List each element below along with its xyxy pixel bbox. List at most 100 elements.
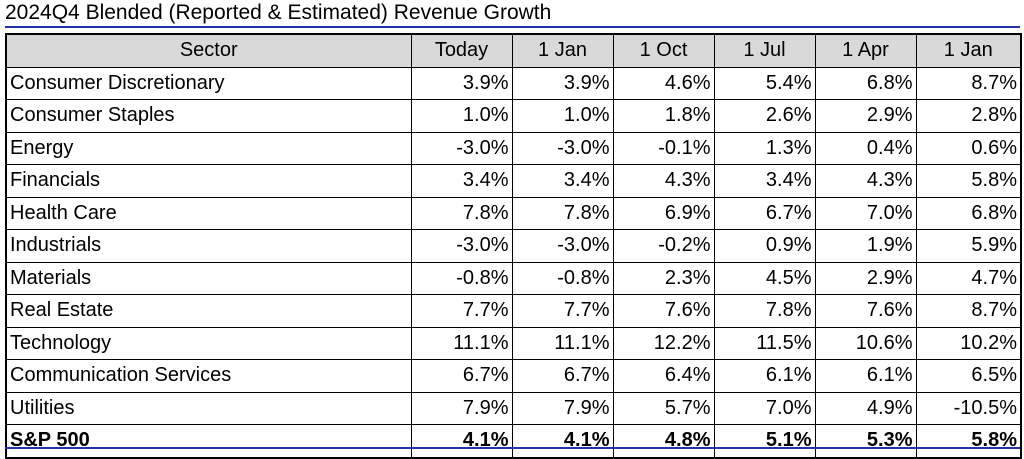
growth-value-cell: -3.0%: [410, 229, 513, 263]
growth-value-cell: 2.8%: [915, 99, 1022, 133]
growth-value-cell: 1.8%: [612, 99, 715, 133]
sector-label: Utilities: [5, 391, 412, 425]
growth-value-cell: 3.4%: [410, 164, 513, 198]
table-row: Consumer Discretionary 3.9% 3.9% 4.6% 5.4% 6.…: [5, 66, 1022, 100]
growth-value-cell: 6.8%: [915, 196, 1022, 230]
growth-value-cell: 6.1%: [814, 359, 917, 393]
growth-value-cell: -0.1%: [612, 131, 715, 165]
growth-value-cell: 12.2%: [612, 326, 715, 360]
growth-value-cell: 5.9%: [915, 229, 1022, 263]
growth-value-cell: 7.6%: [612, 294, 715, 328]
total-value-cell: 5.3%: [814, 424, 917, 458]
column-header: 1 Jul: [713, 33, 816, 68]
total-value-cell: 4.1%: [511, 424, 614, 458]
growth-value-cell: 7.6%: [814, 294, 917, 328]
growth-value-cell: 7.7%: [410, 294, 513, 328]
growth-value-cell: 1.0%: [511, 99, 614, 133]
growth-value-cell: -3.0%: [511, 229, 614, 263]
column-header: 1 Oct: [612, 33, 715, 68]
table-row: Energy -3.0% -3.0% -0.1% 1.3% 0.4% 0.6%: [5, 131, 1022, 165]
growth-value-cell: 2.9%: [814, 99, 917, 133]
growth-value-cell: -3.0%: [511, 131, 614, 165]
title-underline: [5, 26, 1020, 28]
growth-value-cell: 2.3%: [612, 261, 715, 295]
table-row: Health Care 7.8% 7.8% 6.9% 6.7% 7.0% 6.8%: [5, 196, 1022, 230]
growth-value-cell: 4.6%: [612, 66, 715, 100]
growth-value-cell: 7.7%: [511, 294, 614, 328]
growth-value-cell: 6.8%: [814, 66, 917, 100]
table-row: Materials -0.8% -0.8% 2.3% 4.5% 2.9% 4.7%: [5, 261, 1022, 295]
growth-value-cell: -3.0%: [410, 131, 513, 165]
growth-value-cell: 6.9%: [612, 196, 715, 230]
growth-value-cell: -0.8%: [511, 261, 614, 295]
growth-value-cell: 7.8%: [410, 196, 513, 230]
column-header: 1 Jan: [511, 33, 614, 68]
growth-value-cell: 7.9%: [511, 391, 614, 425]
table-row: Consumer Staples 1.0% 1.0% 1.8% 2.6% 2.9% 2.8%: [5, 99, 1022, 133]
sector-label: Technology: [5, 326, 412, 360]
growth-value-cell: 5.4%: [713, 66, 816, 100]
table-title: 2024Q4 Blended (Reported & Estimated) Re…: [5, 1, 552, 24]
growth-value-cell: 0.6%: [915, 131, 1022, 165]
growth-value-cell: 7.0%: [713, 391, 816, 425]
table-row: Financials 3.4% 3.4% 4.3% 3.4% 4.3% 5.8%: [5, 164, 1022, 198]
sector-label: Consumer Staples: [5, 99, 412, 133]
growth-value-cell: 4.7%: [915, 261, 1022, 295]
total-row: S&P 500 4.1% 4.1% 4.8% 5.1% 5.3% 5.8%: [5, 424, 1022, 458]
growth-value-cell: 4.3%: [814, 164, 917, 198]
growth-value-cell: 3.4%: [713, 164, 816, 198]
growth-value-cell: 10.2%: [915, 326, 1022, 360]
table-row: Real Estate 7.7% 7.7% 7.6% 7.8% 7.6% 8.7%: [5, 294, 1022, 328]
sector-label: Industrials: [5, 229, 412, 263]
growth-value-cell: 5.7%: [612, 391, 715, 425]
growth-value-cell: 8.7%: [915, 66, 1022, 100]
growth-value-cell: 1.3%: [713, 131, 816, 165]
growth-value-cell: 6.7%: [511, 359, 614, 393]
growth-value-cell: 2.6%: [713, 99, 816, 133]
growth-value-cell: -10.5%: [915, 391, 1022, 425]
table-row: Industrials -3.0% -3.0% -0.2% 0.9% 1.9% 5.9%: [5, 229, 1022, 263]
sector-label: Consumer Discretionary: [5, 66, 412, 100]
growth-value-cell: 8.7%: [915, 294, 1022, 328]
growth-value-cell: 4.5%: [713, 261, 816, 295]
table-row: Communication Services 6.7% 6.7% 6.4% 6.1% 6.…: [5, 359, 1022, 393]
total-label: S&P 500: [5, 424, 412, 458]
growth-value-cell: 0.9%: [713, 229, 816, 263]
column-header-sector: Sector: [5, 33, 412, 68]
growth-value-cell: 7.9%: [410, 391, 513, 425]
growth-value-cell: 1.0%: [410, 99, 513, 133]
growth-value-cell: 4.9%: [814, 391, 917, 425]
growth-value-cell: 10.6%: [814, 326, 917, 360]
growth-value-cell: 6.1%: [713, 359, 816, 393]
growth-value-cell: -0.2%: [612, 229, 715, 263]
column-header: 1 Apr: [814, 33, 917, 68]
growth-value-cell: 2.9%: [814, 261, 917, 295]
growth-value-cell: 4.3%: [612, 164, 715, 198]
growth-value-cell: 1.9%: [814, 229, 917, 263]
column-header: 1 Jan: [915, 33, 1022, 68]
revenue-growth-table: Sector Today 1 Jan 1 Oct 1 Jul 1 Apr 1 Jan Con…: [5, 33, 1022, 459]
growth-value-cell: 11.1%: [410, 326, 513, 360]
growth-value-cell: 7.0%: [814, 196, 917, 230]
column-header: Today: [410, 33, 513, 68]
total-value-cell: 5.8%: [915, 424, 1022, 458]
sector-label: Materials: [5, 261, 412, 295]
growth-value-cell: 7.8%: [713, 294, 816, 328]
growth-value-cell: 7.8%: [511, 196, 614, 230]
sector-label: Financials: [5, 164, 412, 198]
growth-value-cell: 6.4%: [612, 359, 715, 393]
growth-value-cell: -0.8%: [410, 261, 513, 295]
growth-value-cell: 5.8%: [915, 164, 1022, 198]
table-body: Consumer Discretionary 3.9% 3.9% 4.6% 5.4% 6.…: [5, 66, 1022, 458]
table-row: Utilities 7.9% 7.9% 5.7% 7.0% 4.9% -10.5%: [5, 391, 1022, 425]
growth-value-cell: 3.9%: [410, 66, 513, 100]
growth-value-cell: 11.5%: [713, 326, 816, 360]
growth-value-cell: 3.4%: [511, 164, 614, 198]
sector-label: Health Care: [5, 196, 412, 230]
sector-label: Real Estate: [5, 294, 412, 328]
growth-value-cell: 6.7%: [410, 359, 513, 393]
bottom-rule: [5, 447, 1020, 449]
growth-value-cell: 11.1%: [511, 326, 614, 360]
table-header-row: Sector Today 1 Jan 1 Oct 1 Jul 1 Apr 1 Jan: [5, 33, 1022, 68]
total-value-cell: 4.8%: [612, 424, 715, 458]
